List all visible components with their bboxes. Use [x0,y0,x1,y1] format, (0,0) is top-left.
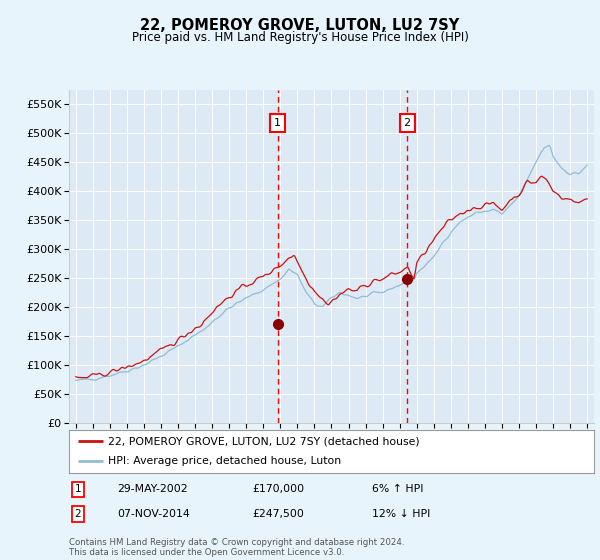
Text: Price paid vs. HM Land Registry's House Price Index (HPI): Price paid vs. HM Land Registry's House … [131,31,469,44]
Text: 1: 1 [274,118,281,128]
Text: £170,000: £170,000 [252,484,304,494]
Text: 2: 2 [404,118,411,128]
Text: 1: 1 [74,484,82,494]
Text: £247,500: £247,500 [252,509,304,519]
Text: 12% ↓ HPI: 12% ↓ HPI [372,509,430,519]
Text: 07-NOV-2014: 07-NOV-2014 [117,509,190,519]
Text: 2: 2 [74,509,82,519]
Text: 6% ↑ HPI: 6% ↑ HPI [372,484,424,494]
Text: 22, POMEROY GROVE, LUTON, LU2 7SY (detached house): 22, POMEROY GROVE, LUTON, LU2 7SY (detac… [109,436,420,446]
Text: 29-MAY-2002: 29-MAY-2002 [117,484,188,494]
Text: HPI: Average price, detached house, Luton: HPI: Average price, detached house, Luto… [109,456,341,466]
Text: 22, POMEROY GROVE, LUTON, LU2 7SY: 22, POMEROY GROVE, LUTON, LU2 7SY [140,18,460,33]
Text: Contains HM Land Registry data © Crown copyright and database right 2024.
This d: Contains HM Land Registry data © Crown c… [69,538,404,557]
